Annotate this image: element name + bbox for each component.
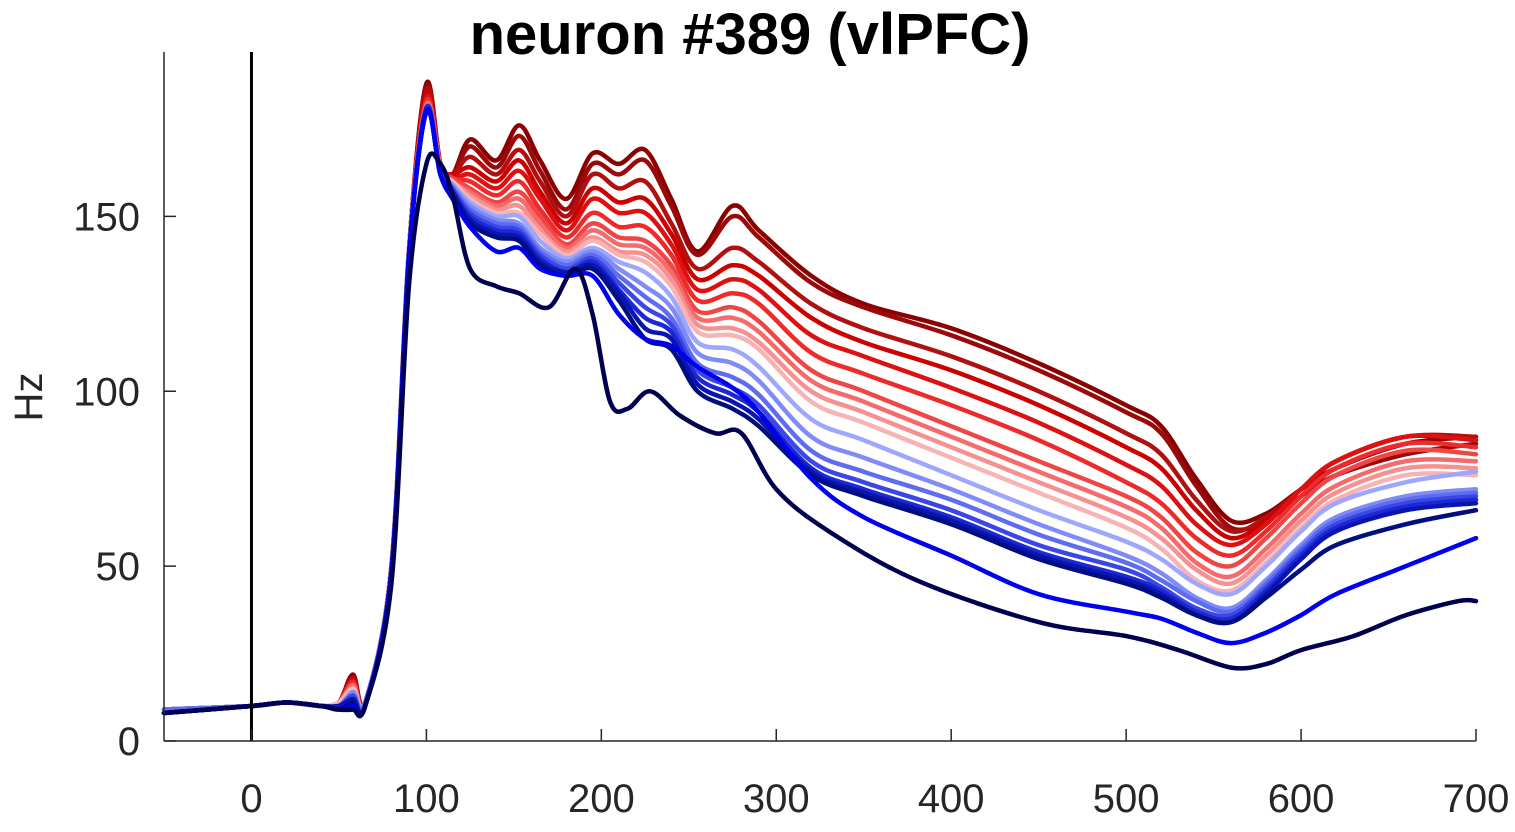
chart-title: neuron #389 (vlPFC) — [469, 2, 1031, 67]
series-line-3 — [161, 86, 1479, 712]
x-tick-label: 300 — [743, 777, 810, 821]
series-line-6 — [161, 96, 1479, 712]
x-tick-label: 400 — [918, 777, 985, 821]
y-tick-label: 0 — [118, 720, 140, 764]
series-line-4 — [161, 89, 1479, 712]
series-line-10 — [161, 103, 1479, 712]
series-layer — [161, 79, 1479, 719]
series-line-18 — [161, 107, 1479, 718]
y-tick-label: 100 — [73, 370, 140, 414]
x-tick-label: 600 — [1268, 777, 1335, 821]
y-axis-label: Hz — [7, 373, 51, 422]
x-tick-label: 200 — [568, 777, 635, 821]
x-tick-label: 500 — [1093, 777, 1160, 821]
axes-layer: 0 100 200 300 400 500 600 700 0 50 100 150 — [73, 52, 1509, 821]
series-line-16 — [161, 107, 1479, 717]
y-tick-label: 150 — [73, 195, 140, 239]
series-line-15 — [161, 103, 1479, 717]
series-line-19 — [161, 151, 1479, 719]
x-tick-label: 700 — [1443, 777, 1510, 821]
x-tick-label: 100 — [393, 777, 460, 821]
x-tick-label: 0 — [240, 777, 262, 821]
y-tick-label: 50 — [96, 545, 141, 589]
series-line-5 — [161, 93, 1479, 712]
series-line-17 — [161, 107, 1479, 717]
